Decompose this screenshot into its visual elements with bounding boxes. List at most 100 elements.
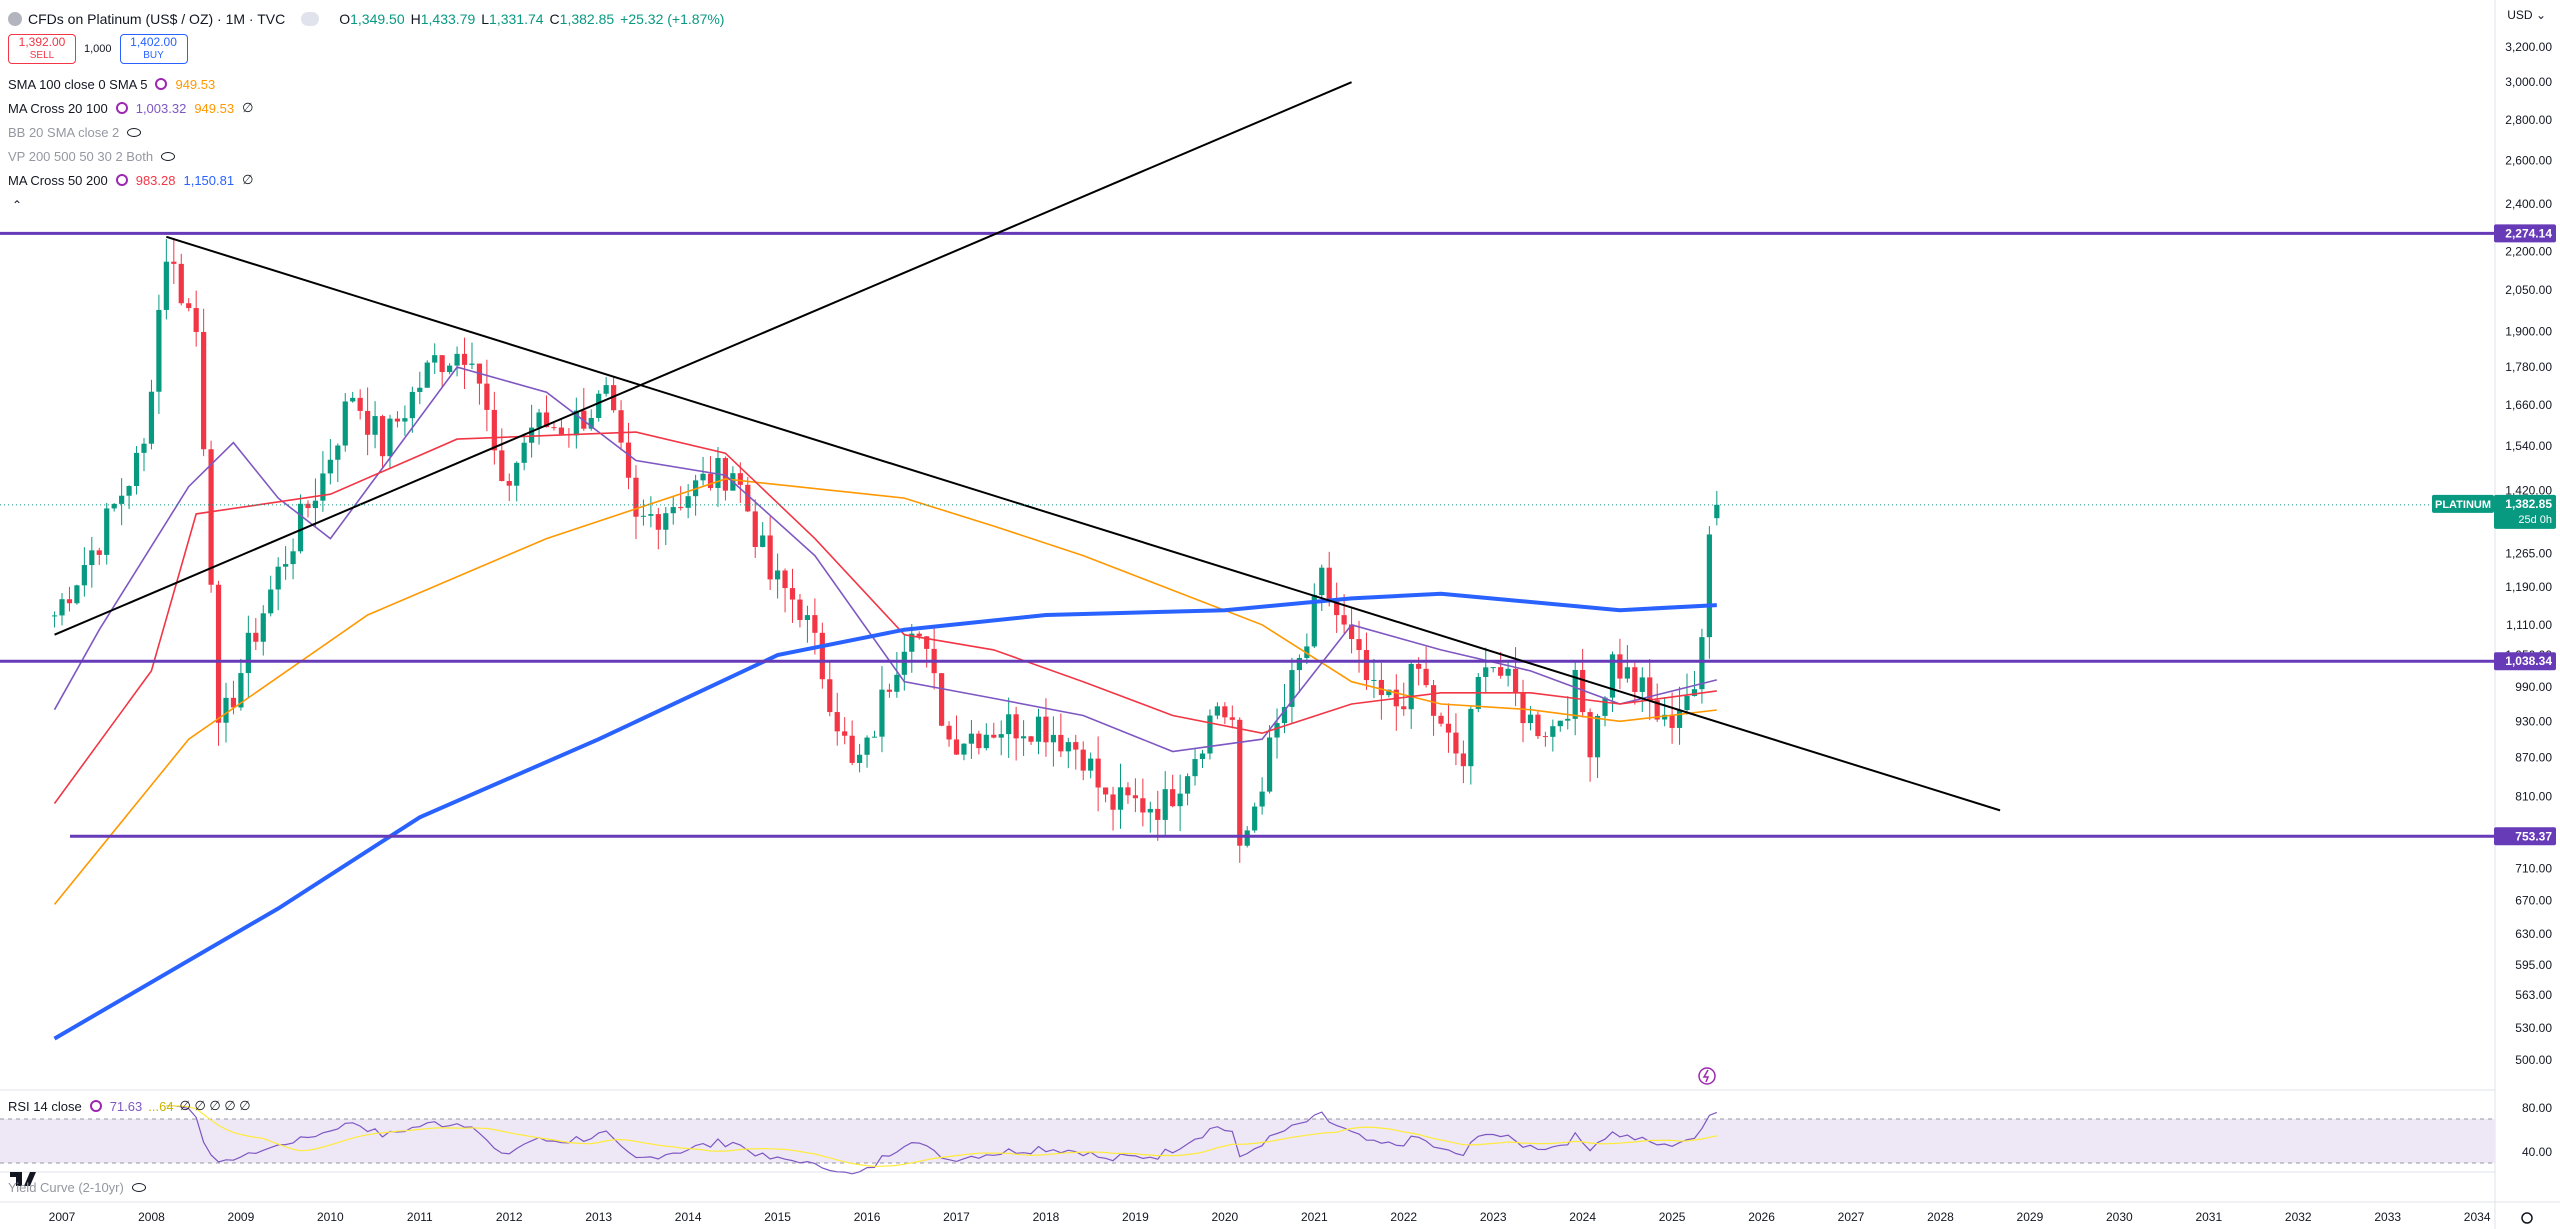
candle[interactable] [1423,668,1429,686]
candle[interactable] [1550,726,1556,737]
candle[interactable] [1639,677,1645,692]
candle[interactable] [394,418,401,422]
candle[interactable] [1699,637,1705,690]
candle[interactable] [424,362,430,388]
candle[interactable] [894,674,900,692]
candle[interactable] [1341,615,1347,625]
candle[interactable] [1162,789,1168,820]
symbol-title[interactable]: CFDs on Platinum (US$ / OZ) · 1M · TVC [28,11,286,27]
candle[interactable] [1669,714,1675,728]
candle[interactable] [1058,734,1064,752]
candle[interactable] [1274,723,1280,738]
candle[interactable] [938,673,945,726]
candle[interactable] [447,365,453,373]
candle[interactable] [96,550,102,555]
indicator-name[interactable]: SMA 100 close 0 SMA 5 [8,76,148,92]
candle[interactable] [372,416,378,435]
candle[interactable] [171,261,177,264]
event-marker-icon[interactable] [1698,1067,1716,1085]
candle[interactable] [1647,677,1653,701]
candle[interactable] [782,570,788,589]
candle[interactable] [1244,830,1250,846]
candle[interactable] [1326,567,1332,602]
collapse-legend-button[interactable]: ⌃ [11,198,23,212]
candle[interactable] [543,412,550,428]
candle[interactable] [178,263,184,304]
candle[interactable] [1542,736,1548,738]
candle[interactable] [588,417,594,429]
indicator-row[interactable]: VP 200 500 50 30 2 Both [8,146,176,166]
candle[interactable] [297,503,304,552]
indicator-settings-icon[interactable] [155,78,168,90]
rsi-line[interactable] [166,1105,1718,1175]
candle[interactable] [365,410,371,435]
candle[interactable] [305,503,311,509]
series-line[interactable] [53,366,1717,753]
candle[interactable] [1684,695,1690,711]
candle[interactable] [350,397,356,402]
candle[interactable] [529,427,535,443]
candle[interactable] [998,734,1004,738]
indicator-name[interactable]: VP 200 500 50 30 2 Both [8,148,154,164]
candle[interactable] [1125,787,1131,796]
candle[interactable] [1408,663,1414,710]
candle[interactable] [402,418,408,422]
candle[interactable] [1229,717,1235,720]
candle[interactable] [1199,753,1206,760]
rsi-label[interactable]: RSI 14 close [8,1098,82,1114]
candle[interactable] [312,500,319,509]
candle[interactable] [1102,787,1109,795]
candle[interactable] [290,551,296,565]
candle[interactable] [916,633,922,637]
indicator-row[interactable]: BB 20 SMA close 2 [8,122,142,142]
candle[interactable] [1557,720,1563,727]
candle[interactable] [268,589,274,614]
candle[interactable] [1438,715,1444,724]
candle[interactable] [663,513,669,530]
candle[interactable] [1624,667,1630,679]
candle[interactable] [1043,716,1049,743]
candle[interactable] [1013,714,1019,739]
candle[interactable] [74,585,80,604]
candle[interactable] [439,355,445,373]
candle[interactable] [819,632,825,680]
candle[interactable] [499,450,505,482]
candle[interactable] [909,633,915,652]
candle[interactable] [1028,736,1034,742]
candle[interactable] [1594,715,1601,758]
candle[interactable] [804,615,811,620]
candle[interactable] [1445,723,1452,733]
candle[interactable] [991,734,997,738]
candle[interactable] [1184,776,1191,794]
candle[interactable] [1609,654,1616,698]
indicator-row[interactable]: MA Cross 50 200 983.28 1,150.81 ∅ [8,170,261,190]
candle[interactable] [1602,697,1608,716]
candle[interactable] [767,535,773,580]
candle[interactable] [59,599,65,616]
candle[interactable] [521,442,527,463]
candle[interactable] [491,409,497,451]
candle[interactable] [856,754,863,763]
candle[interactable] [1654,700,1660,720]
candle[interactable] [1296,657,1302,671]
candle[interactable] [678,507,684,509]
candle[interactable] [1006,714,1012,735]
candle[interactable] [461,353,468,365]
candle[interactable] [1259,791,1265,807]
hidden-eye-icon[interactable] [131,1183,146,1192]
candle[interactable] [901,651,907,675]
candle[interactable] [253,632,259,642]
candle[interactable] [260,613,266,642]
candle[interactable] [1356,639,1362,650]
candle[interactable] [1430,685,1437,716]
candle[interactable] [1088,758,1094,771]
candle[interactable] [842,731,848,736]
candle[interactable] [469,363,475,365]
candle[interactable] [409,391,415,419]
hidden-eye-icon[interactable] [127,127,142,137]
candle[interactable] [1170,789,1176,807]
candle[interactable] [119,495,125,504]
candle[interactable] [1691,689,1698,696]
candle[interactable] [715,458,721,488]
